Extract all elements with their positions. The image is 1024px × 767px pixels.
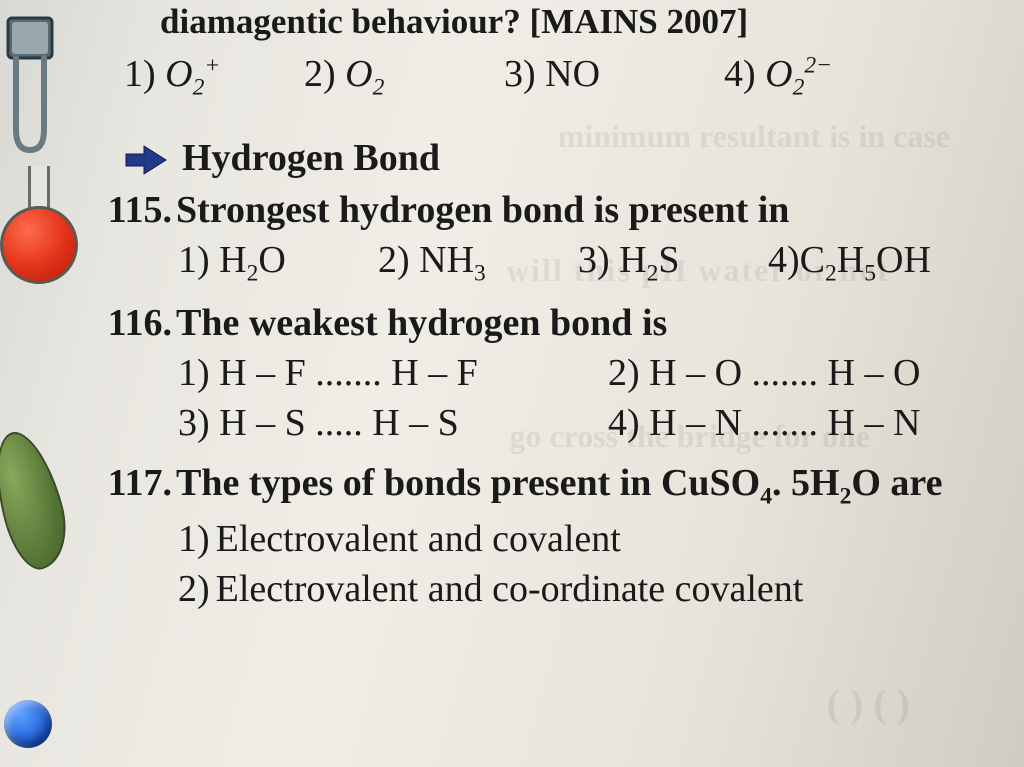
question-text: The weakest hydrogen bond is (176, 301, 667, 345)
opt-left: H – O (649, 352, 742, 394)
opt-num: 2) (178, 567, 210, 611)
q114-opt2: 2) O2 (304, 52, 504, 102)
q115-options: 1) H2O 2) NH3 3) H2S 4)C2H5OH (178, 238, 1010, 288)
opt-right: H – S (372, 402, 459, 444)
question-number: 115. (90, 188, 172, 232)
opt-num: 2) (378, 239, 410, 281)
flask-icon (0, 166, 78, 346)
q114-stem-fragment: diamagentic behaviour? [MAINS 2007] (160, 2, 1010, 42)
opt-text: Electrovalent and co-ordinate covalent (216, 567, 804, 611)
opt-formula: NH3 (419, 239, 486, 281)
question-number: 116. (90, 301, 172, 345)
question-text: Strongest hydrogen bond is present in (176, 188, 789, 232)
opt-left: H – F (219, 352, 306, 394)
q117-stem: 117. The types of bonds present in CuSO4… (90, 461, 1010, 511)
q116-opt1: 1) H – F ....... H – F (178, 351, 608, 395)
q116-opt3: 3) H – S ..... H – S (178, 401, 608, 445)
opt-formula: H2S (619, 239, 679, 281)
opt-num: 3) (504, 53, 536, 95)
opt-num: 1) (178, 352, 210, 394)
section-heading: Hydrogen Bond (124, 136, 1010, 180)
q115-opt3: 3) H2S (578, 238, 768, 288)
binder-clip-icon (2, 10, 58, 160)
page-content: diamagentic behaviour? [MAINS 2007] 1) O… (90, 0, 1010, 617)
opt-num: 4) (768, 239, 800, 281)
opt-num: 3) (578, 239, 610, 281)
opt-num: 1) (178, 517, 210, 561)
opt-num: 2) (608, 352, 640, 394)
q114-opt1: 1) O2+ (124, 52, 304, 102)
bleed-through-text: ( ) ( ) (827, 680, 910, 727)
opt-dots: ....... (315, 352, 382, 394)
opt-formula: C2H5OH (800, 239, 931, 281)
leaf-icon (0, 425, 77, 576)
opt-num: 4) (608, 402, 640, 444)
q116-options-row1: 1) H – F ....... H – F 2) H – O ....... … (178, 351, 1010, 395)
opt-formula: NO (545, 53, 600, 95)
opt-formula: O22− (765, 53, 832, 95)
q116-options-row2: 3) H – S ..... H – S 4) H – N ....... H … (178, 401, 1010, 445)
q115-opt4: 4)C2H5OH (768, 238, 931, 288)
question-text: The types of bonds present in CuSO4. 5H2… (176, 461, 942, 511)
opt-dots: ....... (752, 352, 819, 394)
q114-options: 1) O2+ 2) O2 3) NO 4) O22− (124, 52, 1010, 102)
opt-num: 1) (124, 53, 156, 95)
opt-dots: ....... (752, 402, 819, 444)
blue-button-icon (4, 700, 52, 748)
opt-text: Electrovalent and covalent (216, 517, 621, 561)
opt-right: H – N (828, 402, 921, 444)
q116-opt2: 2) H – O ....... H – O (608, 351, 920, 395)
opt-num: 1) (178, 239, 210, 281)
left-margin-decor (0, 0, 90, 767)
q114-opt3: 3) NO (504, 52, 724, 96)
opt-left: H – S (219, 402, 306, 444)
arrow-right-icon (124, 142, 168, 174)
opt-left: H – N (649, 402, 742, 444)
opt-dots: ..... (315, 402, 363, 444)
q116-stem: 116. The weakest hydrogen bond is (90, 301, 1010, 345)
question-number: 117. (90, 461, 172, 505)
opt-formula: H2O (219, 239, 286, 281)
q116-opt4: 4) H – N ....... H – N (608, 401, 920, 445)
q115-opt2: 2) NH3 (378, 238, 578, 288)
opt-formula: O2 (345, 53, 384, 95)
q117-opt1: 1) Electrovalent and covalent (178, 517, 1010, 561)
opt-right: H – O (828, 352, 921, 394)
q115-stem: 115. Strongest hydrogen bond is present … (90, 188, 1010, 232)
section-title: Hydrogen Bond (182, 136, 440, 180)
q117-opt2: 2) Electrovalent and co-ordinate covalen… (178, 567, 1010, 611)
header-text: diamagentic behaviour? [MAINS 2007] (160, 2, 748, 42)
q115-opt1: 1) H2O (178, 238, 378, 288)
opt-num: 2) (304, 53, 336, 95)
opt-num: 4) (724, 53, 756, 95)
opt-formula: O2+ (165, 53, 220, 95)
q114-opt4: 4) O22− (724, 52, 832, 102)
opt-num: 3) (178, 402, 210, 444)
opt-right: H – F (391, 352, 478, 394)
